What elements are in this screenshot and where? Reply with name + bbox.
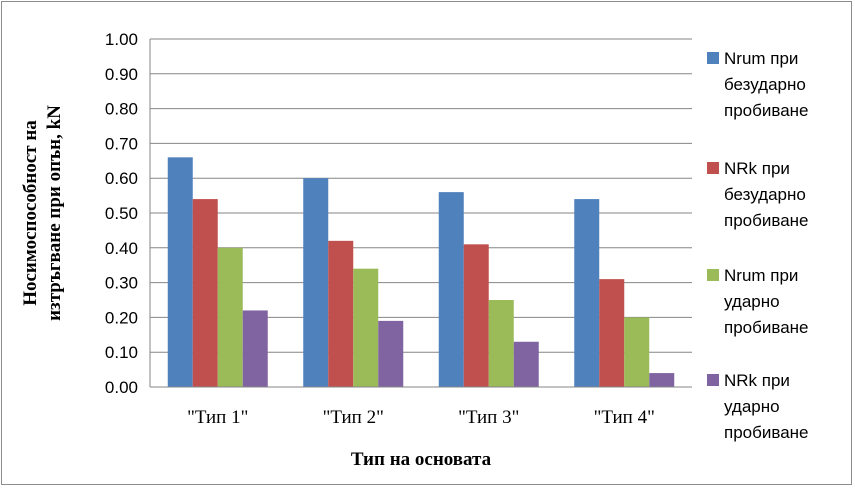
legend-label: Nrum при: [724, 266, 798, 285]
bar: [599, 279, 625, 387]
y-tick-label: 0.90: [105, 65, 138, 84]
y-tick-label: 0.10: [105, 343, 138, 362]
legend-label: пробиване: [724, 211, 809, 230]
y-axis-title-line-2: изтръгване при опън, kN: [44, 105, 65, 321]
bar: [192, 199, 218, 387]
bar: [574, 199, 600, 387]
bar: [438, 192, 464, 387]
legend-label: Nrum при: [724, 49, 798, 68]
legend-swatch: [707, 52, 719, 64]
axes-group: [149, 39, 692, 388]
legend-label: пробиване: [724, 423, 809, 442]
y-tick-label: 0.60: [105, 169, 138, 188]
bar: [488, 300, 514, 387]
x-tick-labels: "Тип 1" "Тип 2" "Тип 3" "Тип 4": [187, 407, 655, 428]
y-axis-title-line-1: Носимоспособност на: [20, 120, 41, 306]
legend-label: NRk при: [724, 159, 790, 178]
y-axis-title: Носимоспособност на изтръгване при опън,…: [20, 105, 65, 321]
bar: [513, 341, 539, 387]
bar: [353, 268, 379, 387]
y-tick-label: 0.80: [105, 100, 138, 119]
legend-label: безударно: [724, 185, 806, 204]
legend-label: ударно: [724, 292, 780, 311]
bar: [624, 317, 650, 387]
y-tick-label: 0.00: [105, 378, 138, 397]
y-tick-label: 0.50: [105, 204, 138, 223]
bar: [378, 320, 404, 387]
legend-swatch: [707, 269, 719, 281]
bar: [649, 373, 675, 387]
y-tick-label: 0.20: [105, 308, 138, 327]
y-tick-labels: 0.00 0.10 0.20 0.30 0.40 0.50 0.60 0.70 0.80 0.90…: [105, 30, 138, 397]
x-tick-label: "Тип 2": [323, 407, 384, 428]
legend-label: NRk при: [724, 371, 790, 390]
bars-group: [167, 157, 675, 387]
legend-label: пробиване: [724, 318, 809, 337]
legend-swatch: [707, 374, 719, 386]
x-axis-title: Тип на основата: [351, 449, 492, 470]
y-tick-label: 1.00: [105, 30, 138, 49]
bar: [328, 240, 354, 387]
bar: [167, 157, 193, 387]
bar: [463, 244, 489, 387]
legend: Nrum при безударно пробиване NRk при безудар…: [707, 49, 809, 442]
legend-swatch: [707, 162, 719, 174]
bar: [303, 178, 329, 387]
bar: [242, 310, 268, 387]
y-tick-label: 0.30: [105, 274, 138, 293]
legend-label: безударно: [724, 75, 806, 94]
y-tick-label: 0.70: [105, 134, 138, 153]
legend-label: ударно: [724, 397, 780, 416]
y-tick-label: 0.40: [105, 239, 138, 258]
bar: [217, 247, 243, 387]
legend-label: пробиване: [724, 101, 809, 120]
x-tick-label: "Тип 4": [594, 407, 655, 428]
x-tick-label: "Тип 1": [187, 407, 248, 428]
x-tick-label: "Тип 3": [458, 407, 519, 428]
